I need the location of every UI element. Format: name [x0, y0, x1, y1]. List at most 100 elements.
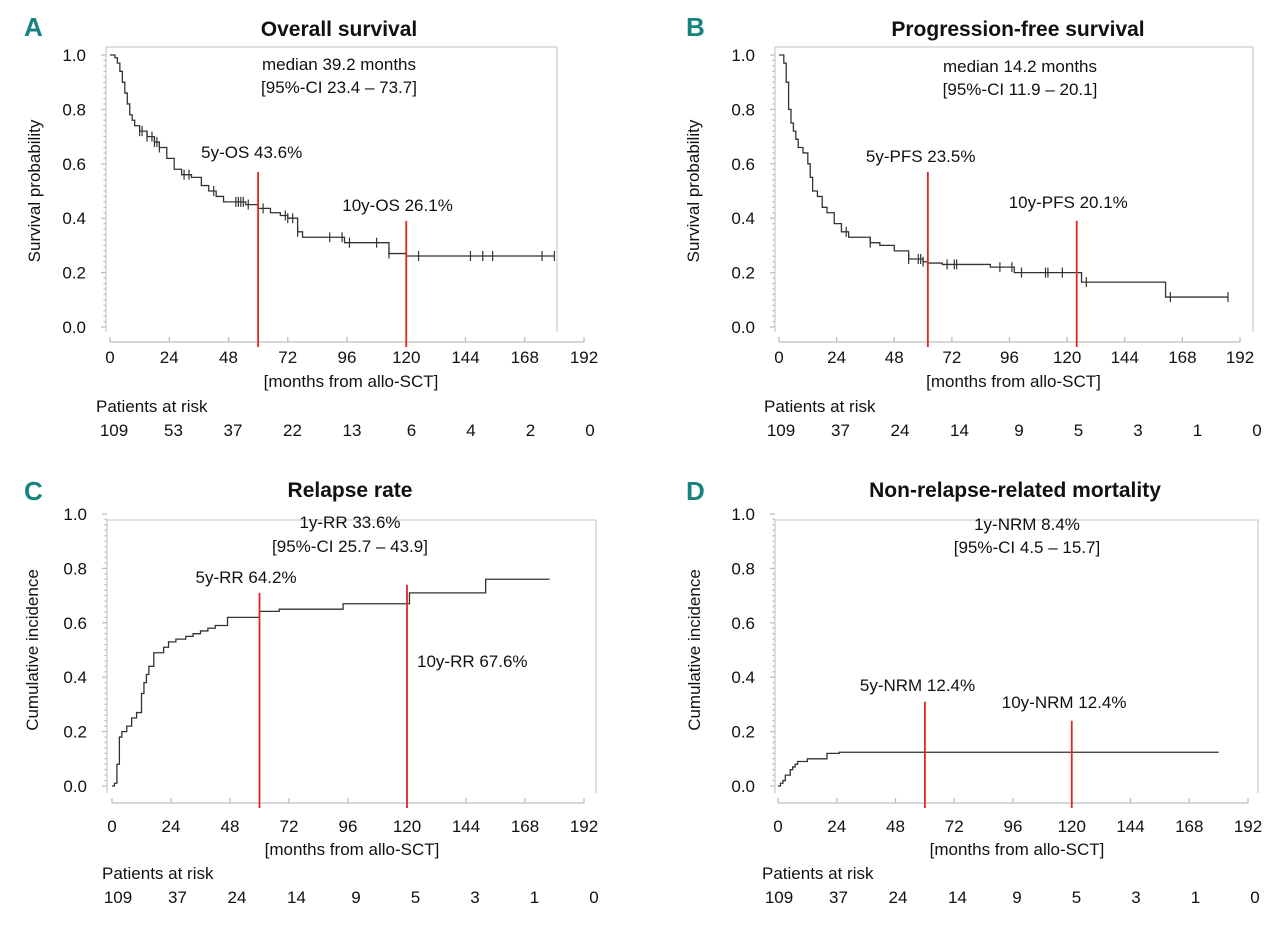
x-tick-label: 168: [511, 348, 539, 367]
risk-table-title: Patients at risk: [764, 397, 876, 416]
y-tick-label: 0.6: [62, 155, 86, 174]
x-tick-label: 144: [451, 348, 479, 367]
at-risk-count: 24: [889, 888, 908, 907]
reference-label: 5y-OS 43.6%: [201, 143, 302, 162]
y-tick-label: 0.8: [731, 559, 755, 578]
annotation-line-1: 1y-NRM 8.4%: [974, 515, 1080, 534]
survival-curve: [778, 751, 1219, 787]
at-risk-count: 109: [100, 421, 128, 440]
at-risk-count: 5: [1072, 888, 1081, 907]
y-tick-label: 0.0: [731, 318, 755, 337]
y-tick-label: 0.4: [731, 209, 755, 228]
y-tick-label: 0.2: [62, 264, 86, 283]
annotation-line-1: median 39.2 months: [262, 55, 416, 74]
reference-label: 10y-PFS 20.1%: [1009, 193, 1128, 212]
x-tick-label: 96: [338, 348, 357, 367]
y-tick-label: 0.6: [731, 155, 755, 174]
y-tick-label: 0.8: [63, 559, 87, 578]
at-risk-count: 14: [948, 888, 967, 907]
x-tick-label: 120: [392, 348, 420, 367]
x-tick-label: 120: [1058, 817, 1086, 836]
reference-label: 5y-RR 64.2%: [196, 568, 297, 587]
x-tick-label: 96: [1004, 817, 1023, 836]
at-risk-count: 14: [287, 888, 306, 907]
risk-table-title: Patients at risk: [762, 864, 874, 883]
at-risk-count: 5: [411, 888, 420, 907]
y-tick-label: 0.0: [62, 318, 86, 337]
annotation-line-1: 1y-RR 33.6%: [299, 513, 400, 532]
at-risk-count: 37: [831, 421, 850, 440]
at-risk-count: 3: [1133, 421, 1142, 440]
at-risk-count: 1: [530, 888, 539, 907]
at-risk-count: 37: [224, 421, 243, 440]
at-risk-count: 37: [168, 888, 187, 907]
y-tick-label: 0.2: [63, 723, 87, 742]
y-tick-label: 1.0: [731, 46, 755, 65]
chart-title: Progression-free survival: [891, 18, 1144, 41]
x-tick-label: 144: [1111, 348, 1139, 367]
y-axis-label: Survival probability: [684, 119, 703, 262]
at-risk-count: 3: [1131, 888, 1140, 907]
y-tick-label: 0.8: [731, 100, 755, 119]
at-risk-count: 109: [104, 888, 132, 907]
at-risk-count: 9: [351, 888, 360, 907]
at-risk-count: 0: [585, 421, 594, 440]
at-risk-count: 109: [767, 421, 795, 440]
x-axis-label: [months from allo-SCT]: [264, 372, 439, 391]
x-tick-label: 144: [452, 817, 480, 836]
x-tick-label: 168: [1168, 348, 1196, 367]
x-tick-label: 24: [162, 817, 181, 836]
chart-title: Non-relapse-related mortality: [869, 479, 1161, 502]
y-axis-label: Survival probability: [25, 119, 44, 262]
at-risk-count: 5: [1074, 421, 1083, 440]
x-tick-label: 72: [280, 817, 299, 836]
panel-label: D: [686, 476, 705, 506]
y-tick-label: 0.0: [63, 777, 87, 796]
panel-label: C: [24, 476, 43, 506]
survival-curve: [112, 578, 550, 787]
at-risk-count: 4: [466, 421, 475, 440]
at-risk-count: 22: [283, 421, 302, 440]
y-tick-label: 0.8: [62, 100, 86, 119]
y-tick-label: 0.4: [731, 668, 755, 687]
x-tick-label: 192: [1226, 348, 1254, 367]
x-tick-label: 0: [773, 817, 782, 836]
at-risk-count: 14: [950, 421, 969, 440]
x-tick-label: 120: [393, 817, 421, 836]
x-tick-label: 120: [1053, 348, 1081, 367]
annotation-line-2: [95%-CI 4.5 – 15.7]: [954, 538, 1100, 557]
x-tick-label: 24: [827, 348, 846, 367]
y-tick-label: 1.0: [731, 505, 755, 524]
at-risk-count: 13: [343, 421, 362, 440]
y-tick-label: 0.6: [63, 614, 87, 633]
x-tick-label: 72: [278, 348, 297, 367]
x-tick-label: 72: [942, 348, 961, 367]
y-tick-label: 0.6: [731, 614, 755, 633]
at-risk-count: 2: [526, 421, 535, 440]
x-tick-label: 192: [1234, 817, 1262, 836]
at-risk-count: 37: [829, 888, 848, 907]
x-tick-label: 192: [570, 348, 598, 367]
annotation-line-2: [95%-CI 11.9 – 20.1]: [943, 80, 1098, 99]
x-tick-label: 0: [105, 348, 114, 367]
reference-label: 10y-RR 67.6%: [417, 652, 528, 671]
at-risk-count: 0: [589, 888, 598, 907]
annotation-line-1: median 14.2 months: [943, 57, 1097, 76]
x-tick-label: 48: [219, 348, 238, 367]
panel-label: A: [24, 12, 43, 42]
x-tick-label: 96: [339, 817, 358, 836]
chart-title: Relapse rate: [288, 479, 413, 502]
x-tick-label: 192: [570, 817, 598, 836]
at-risk-count: 1: [1193, 421, 1202, 440]
x-tick-label: 168: [1175, 817, 1203, 836]
y-axis-label: Cumulative incidence: [685, 569, 704, 731]
x-tick-label: 24: [827, 817, 846, 836]
x-axis-label: [months from allo-SCT]: [926, 372, 1101, 391]
panel-d: D Non-relapse-related mortality 0.0 0.2 0.4 0…: [685, 476, 1262, 907]
at-risk-count: 53: [164, 421, 183, 440]
y-tick-label: 1.0: [63, 505, 87, 524]
y-tick-label: 0.4: [62, 209, 86, 228]
survival-curve: [779, 54, 1228, 298]
at-risk-count: 3: [470, 888, 479, 907]
